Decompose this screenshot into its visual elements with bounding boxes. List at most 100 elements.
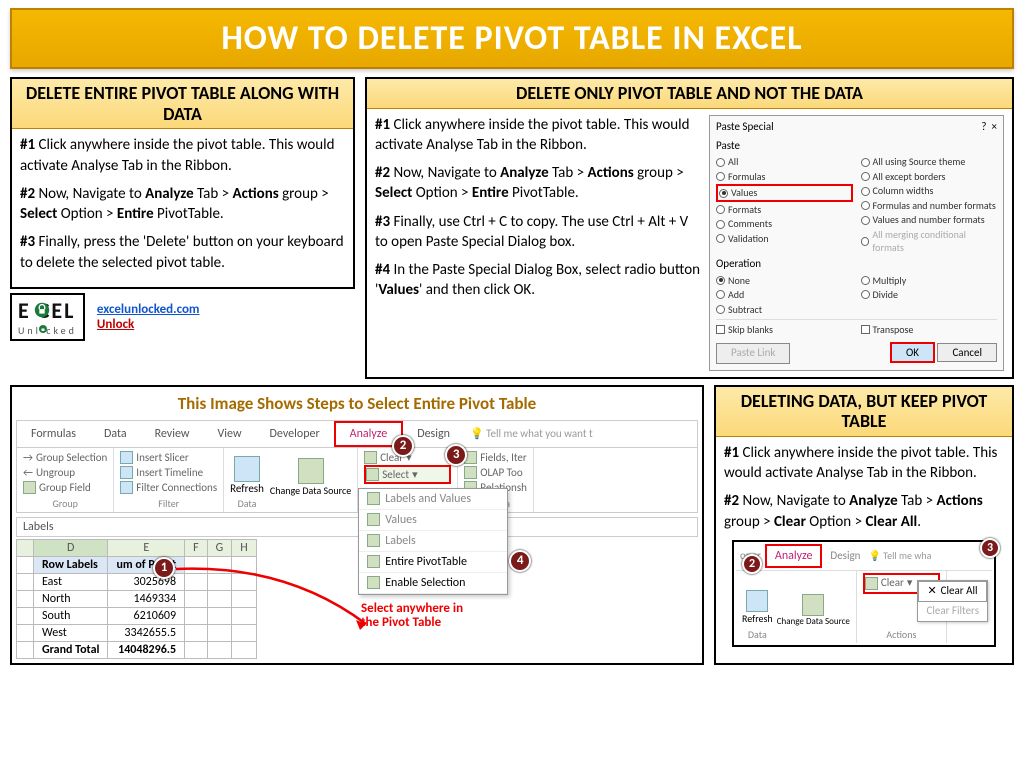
table-row[interactable]: North1469334 bbox=[17, 590, 257, 607]
tab-data[interactable]: Data bbox=[90, 423, 141, 445]
radio-formats[interactable]: Formats bbox=[716, 203, 853, 217]
ok-button[interactable]: OK bbox=[890, 342, 935, 363]
btn-select[interactable]: Select▾ bbox=[364, 465, 451, 484]
lbl: Clear All bbox=[941, 584, 978, 599]
dd-labels[interactable]: Labels bbox=[359, 531, 507, 552]
c: 14048296.5 bbox=[108, 641, 185, 658]
mini-tab-analyze[interactable]: Analyze bbox=[765, 544, 823, 568]
lbl: Change Data Source bbox=[777, 616, 850, 628]
ps-right-buttons: OK Cancel bbox=[890, 346, 997, 361]
btn-group-selection[interactable]: →Group Selection bbox=[23, 450, 107, 465]
ch[interactable]: F bbox=[185, 539, 208, 556]
dd-entire-pivot[interactable]: Entire PivotTable 4 bbox=[359, 552, 507, 573]
t: Entire bbox=[472, 184, 509, 202]
btn-ungroup[interactable]: ←Ungroup bbox=[23, 465, 107, 480]
radio-add[interactable]: Add bbox=[716, 288, 853, 302]
radio-divide[interactable]: Divide bbox=[861, 288, 998, 302]
radio-source-theme[interactable]: All using Source theme bbox=[861, 155, 998, 169]
t: Finally, use Ctrl + C to copy. The use C… bbox=[375, 213, 688, 251]
radio-except-borders[interactable]: All except borders bbox=[861, 170, 998, 184]
radio-formulas[interactable]: Formulas bbox=[716, 170, 853, 184]
table-row[interactable]: South6210609 bbox=[17, 607, 257, 624]
btn-insert-timeline[interactable]: Insert Timeline bbox=[120, 465, 217, 480]
lbl: Formats bbox=[728, 203, 761, 217]
check-transpose[interactable]: Transpose bbox=[861, 323, 998, 337]
radio-none[interactable]: None bbox=[716, 274, 853, 288]
worksheet: Labels D E F G H Row Labelsum of Profit … bbox=[16, 517, 698, 659]
t: Analyze bbox=[500, 164, 548, 182]
btn-refresh[interactable]: RefreshData bbox=[230, 456, 264, 510]
dd-enable-selection[interactable]: Enable Selection bbox=[359, 573, 507, 594]
lbl: Fields, Iter bbox=[480, 451, 527, 464]
tab-view[interactable]: View bbox=[203, 423, 255, 445]
formula-bar[interactable]: Labels bbox=[16, 517, 698, 537]
tell-me[interactable]: 💡 Tell me what you want t bbox=[470, 427, 593, 440]
group-group: →Group Selection ←Ungroup Group Field Gr… bbox=[17, 448, 114, 512]
radio-col-widths[interactable]: Column widths bbox=[861, 184, 998, 198]
btn-change-source[interactable]: Change Data Source bbox=[270, 458, 351, 510]
t: ' and then click OK. bbox=[419, 281, 535, 299]
table-row[interactable]: East3025698 bbox=[17, 573, 257, 590]
t: Analyze bbox=[849, 492, 897, 510]
dd-clear-all[interactable]: ✕Clear All bbox=[918, 581, 987, 602]
lbl: Clear Filters bbox=[926, 604, 979, 619]
ribbon-caption: This Image Shows Steps to Select Entire … bbox=[16, 393, 698, 414]
radio-comments[interactable]: Comments bbox=[716, 217, 853, 231]
radio-subtract[interactable]: Subtract bbox=[716, 303, 853, 317]
btn-fields[interactable]: Fields, Iter bbox=[464, 450, 527, 465]
unlock-link[interactable]: Unlock bbox=[97, 317, 200, 332]
radio-val-num[interactable]: Values and number formats bbox=[861, 213, 998, 227]
dd-labels-values[interactable]: Labels and Values bbox=[359, 489, 507, 510]
t: Clear bbox=[774, 513, 806, 531]
close-icon[interactable]: × bbox=[992, 120, 997, 133]
ch[interactable]: D bbox=[34, 539, 108, 556]
btn-group-field[interactable]: Group Field bbox=[23, 480, 107, 495]
grand-total-row[interactable]: Grand Total14048296.5 bbox=[17, 641, 257, 658]
table-row[interactable]: West3342655.5 bbox=[17, 624, 257, 641]
ps-op-right: Multiply Divide bbox=[861, 274, 998, 317]
lbl: Column widths bbox=[873, 184, 934, 198]
lbl: Divide bbox=[873, 288, 899, 302]
help-icon[interactable]: ? bbox=[981, 120, 986, 133]
row-labels-hdr[interactable]: Row Labels bbox=[34, 556, 108, 573]
dd-clear-filters[interactable]: Clear Filters bbox=[918, 602, 987, 621]
note-line2: the Pivot Table bbox=[361, 616, 463, 630]
ch[interactable]: H bbox=[232, 539, 256, 556]
mini-group-data: RefreshData Change Data Source bbox=[736, 571, 857, 643]
lbl: Skip blanks bbox=[728, 323, 773, 337]
cancel-button[interactable]: Cancel bbox=[937, 343, 997, 362]
tab-review[interactable]: Review bbox=[141, 423, 204, 445]
timeline-icon bbox=[120, 466, 133, 479]
data-label: Data bbox=[230, 497, 264, 510]
logo-text-wrap: E CEL Unl cked bbox=[18, 297, 77, 337]
tell-text: Tell me what you want t bbox=[486, 427, 593, 440]
check-skip-blanks[interactable]: Skip blanks bbox=[716, 323, 853, 337]
radio-multiply[interactable]: Multiply bbox=[861, 274, 998, 288]
tab-formulas[interactable]: Formulas bbox=[17, 423, 90, 445]
tab-developer[interactable]: Developer bbox=[256, 423, 334, 445]
p1-step1: #1 Click anywhere inside the pivot table… bbox=[20, 135, 345, 176]
mini-badge-3: 3 bbox=[980, 538, 1000, 558]
radio-form-num[interactable]: Formulas and number formats bbox=[861, 199, 998, 213]
btn-olap[interactable]: OLAP Too bbox=[464, 465, 527, 480]
lbl: Transpose bbox=[873, 323, 914, 337]
radio-all[interactable]: All bbox=[716, 155, 853, 169]
dd-values[interactable]: Values bbox=[359, 510, 507, 531]
ch[interactable]: E bbox=[108, 539, 185, 556]
pivot-table[interactable]: D E F G H Row Labelsum of Profit East302… bbox=[16, 539, 257, 659]
mini-tell-me[interactable]: 💡 Tell me wha bbox=[868, 549, 931, 563]
ch[interactable] bbox=[17, 539, 34, 556]
c: 3025698 bbox=[108, 573, 185, 590]
ch[interactable]: G bbox=[207, 539, 232, 556]
mini-refresh[interactable]: RefreshData bbox=[742, 590, 773, 641]
c: South bbox=[34, 607, 108, 624]
mini-tab-design[interactable]: Design bbox=[822, 547, 868, 566]
radio-values[interactable]: Values bbox=[716, 184, 853, 202]
radio-validation[interactable]: Validation bbox=[716, 232, 853, 246]
btn-insert-slicer[interactable]: Insert Slicer bbox=[120, 450, 217, 465]
refresh-icon bbox=[234, 456, 260, 482]
mini-change-source[interactable]: Change Data Source bbox=[777, 594, 850, 642]
lbl: None bbox=[728, 274, 750, 288]
btn-filter-conn[interactable]: Filter Connections bbox=[120, 480, 217, 495]
website-link[interactable]: excelunlocked.com bbox=[97, 302, 200, 317]
